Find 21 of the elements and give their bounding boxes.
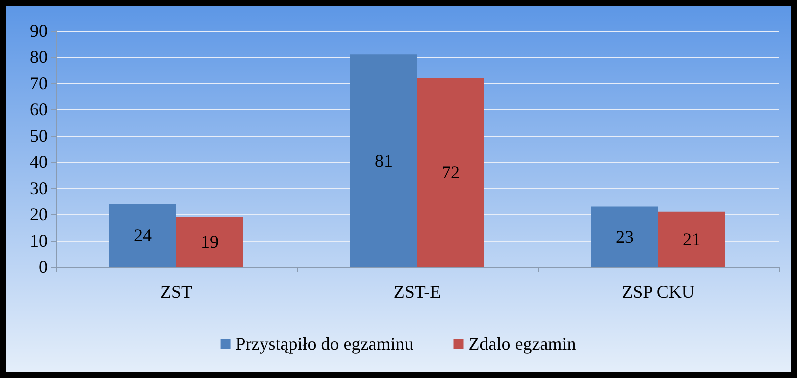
legend-label: Zdalo egzamin xyxy=(468,334,576,354)
y-tick-label: 20 xyxy=(30,204,48,225)
y-tick-label: 40 xyxy=(30,152,48,172)
legend-label: Przystąpiło do egzaminu xyxy=(236,334,414,354)
data-label: 24 xyxy=(134,226,152,246)
data-label: 81 xyxy=(375,150,393,171)
y-tick-label: 70 xyxy=(30,73,48,94)
y-tick-label: 0 xyxy=(39,257,48,277)
y-tick-label: 80 xyxy=(30,47,48,68)
x-tick-label: ZSP CKU xyxy=(622,282,695,302)
data-label: 21 xyxy=(683,229,701,250)
data-label: 72 xyxy=(442,162,460,183)
x-tick-label: ZST-E xyxy=(394,282,442,302)
y-tick-label: 10 xyxy=(30,230,48,251)
data-label: 23 xyxy=(616,226,634,247)
x-tick-label: ZST xyxy=(160,282,193,302)
y-tick-label: 30 xyxy=(30,178,48,198)
y-tick-label: 50 xyxy=(30,126,48,146)
y-tick-label: 60 xyxy=(30,100,48,120)
y-tick-label: 90 xyxy=(30,21,48,41)
data-label: 19 xyxy=(201,232,219,252)
